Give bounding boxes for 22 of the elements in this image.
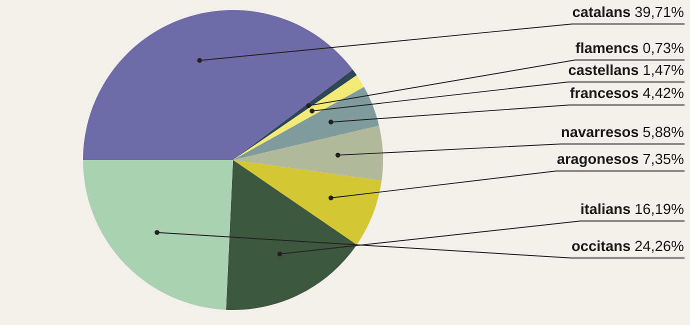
data-label: 1,47% — [644, 64, 684, 77]
data-label: 16,19% — [636, 204, 684, 216]
data-label: 7,35% — [643, 154, 684, 166]
pie-slice — [233, 160, 382, 245]
slice-label: navarresos — [562, 129, 638, 138]
pie-slice — [226, 160, 357, 310]
pie-slice — [233, 86, 380, 160]
data-label: 24,26% — [635, 240, 684, 253]
pie-slice — [83, 10, 353, 160]
slice-label: catalans — [572, 6, 630, 18]
data-label: 5,88% — [643, 126, 684, 139]
slice-label: francesos — [570, 87, 638, 98]
data-label: 0,73% — [643, 42, 684, 55]
slice-label: aragonesos — [557, 156, 638, 167]
slice-label: italians — [581, 203, 630, 214]
data-label: 4,42% — [642, 88, 684, 100]
pie-slice — [233, 126, 383, 181]
slice-label: occitans — [572, 240, 630, 252]
data-label: 39,71% — [635, 6, 684, 19]
slice-label: flamencs — [576, 42, 638, 54]
pie-slice — [83, 160, 233, 310]
slice-label: castellans — [568, 64, 638, 76]
